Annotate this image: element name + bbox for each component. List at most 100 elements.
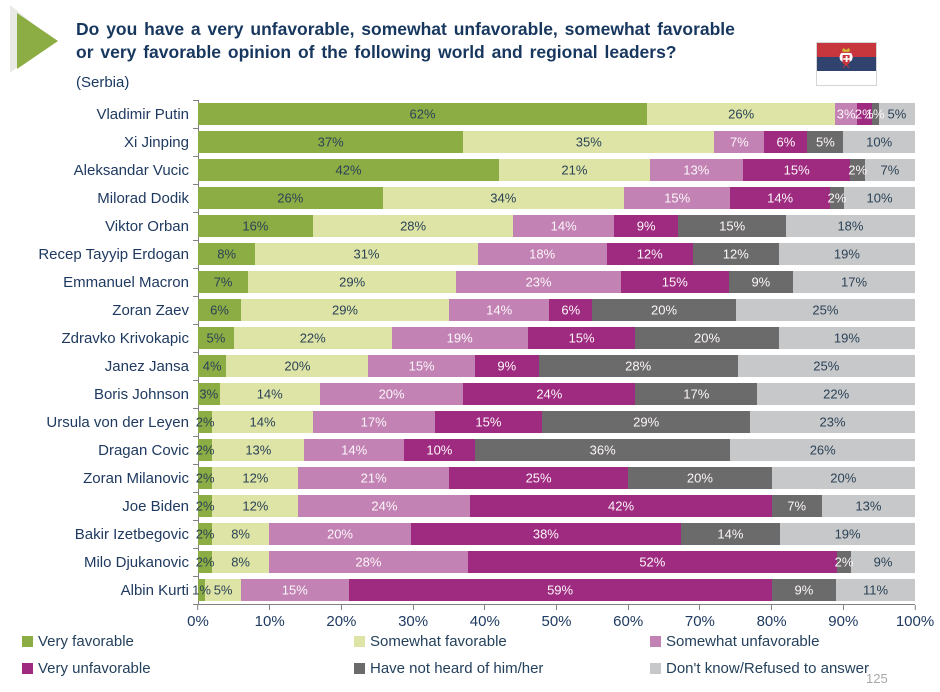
x-axis-tick-label: 60% xyxy=(613,613,644,630)
bar-value-label: 8% xyxy=(231,526,250,542)
bar-segment: 14% xyxy=(212,411,313,433)
bar-segment: 23% xyxy=(456,271,622,293)
x-axis-tick-mark xyxy=(197,605,199,610)
stacked-bar: 6% 29% 14% 6% 20% 25% xyxy=(198,299,915,321)
legend-swatch-icon xyxy=(650,636,661,647)
y-axis-tick xyxy=(193,604,198,605)
x-axis-tick-mark xyxy=(914,605,916,610)
bar-segment: 24% xyxy=(463,383,636,405)
stacked-bar: 2% 12% 24% 42% 7% 13% xyxy=(196,495,915,517)
bar-value-label: 38% xyxy=(532,526,559,542)
category-label: Milo Djukanovic xyxy=(83,553,189,571)
bar-value-label: 22% xyxy=(823,386,850,402)
x-axis-tick-label: 70% xyxy=(684,613,715,630)
bar-segment: 2% xyxy=(828,187,846,209)
legend-label: Don't know/Refused to answer xyxy=(666,660,869,677)
bar-value-label: 18% xyxy=(529,246,556,262)
bar-value-label: 25% xyxy=(813,358,840,374)
bar-value-label: 20% xyxy=(694,330,721,346)
chart-row: Zoran Milanovic 2% 12% 21% 25% 20% 20% xyxy=(0,464,916,492)
bar-segment: 42% xyxy=(470,495,772,517)
x-axis-tick: 10% xyxy=(255,605,285,630)
bar-segment: 1% xyxy=(866,103,885,125)
bar-segment: 15% xyxy=(621,271,729,293)
subtitle-country: (Serbia) xyxy=(76,74,130,91)
bar-segment: 2% xyxy=(196,495,215,517)
bar-value-label: 15% xyxy=(719,218,746,234)
stacked-bar: 26% 34% 15% 14% 2% 10% xyxy=(198,187,915,209)
bar-value-label: 24% xyxy=(371,498,398,514)
bar-segment: 19% xyxy=(778,243,916,265)
legend-item: Have not heard of him/her xyxy=(354,660,650,677)
bar-segment: 20% xyxy=(771,467,916,489)
bar-segment: 10% xyxy=(403,439,475,461)
bar-segment: 17% xyxy=(793,271,915,293)
x-axis-tick: 90% xyxy=(828,605,858,630)
bar-value-label: 20% xyxy=(378,386,405,402)
bar-segment: 2% xyxy=(848,159,867,181)
bar-value-label: 6% xyxy=(561,302,581,318)
chart-row: Zoran Zaev 6% 29% 14% 6% 20% 25% xyxy=(0,296,915,324)
bar-value-label: 5% xyxy=(206,330,226,346)
bar-segment: 1% xyxy=(192,579,211,601)
x-axis: 0% 10% 20% 30% 40% 50% 60% 70% 80% 90% 100% xyxy=(187,604,934,639)
bar-value-label: 20% xyxy=(651,302,678,318)
y-axis-tick xyxy=(193,520,198,521)
x-axis-tick-label: 0% xyxy=(187,613,209,630)
bar-segment: 3% xyxy=(198,383,220,405)
chart-row: Milorad Dodik 26% 34% 15% 14% 2% 10% xyxy=(0,184,915,212)
bar-segment: 20% xyxy=(226,355,369,377)
bar-segment: 19% xyxy=(780,523,916,545)
bar-segment: 21% xyxy=(499,159,650,181)
stacked-bar: 2% 13% 14% 10% 36% 26% xyxy=(195,439,915,461)
bar-segment: 7% xyxy=(714,131,765,153)
bar-segment: 29% xyxy=(248,271,457,293)
bar-value-label: 29% xyxy=(633,414,660,430)
legend-label: Very favorable xyxy=(38,633,134,650)
legend-item: Somewhat unfavorable xyxy=(650,633,869,650)
bar-segment: 7% xyxy=(771,495,822,517)
bar-value-label: 28% xyxy=(625,358,652,374)
x-axis-tick: 70% xyxy=(685,605,715,630)
bar-segment: 37% xyxy=(198,131,464,153)
bar-value-label: 3% xyxy=(199,386,219,402)
bar-segment: 26% xyxy=(647,103,836,125)
chart-row: Aleksandar Vucic 42% 21% 13% 15% 2% 7% xyxy=(0,156,915,184)
stacked-bar: 2% 8% 20% 38% 14% 19% xyxy=(196,523,916,545)
bar-value-label: 2% xyxy=(854,106,874,122)
category-label: Dragan Covic xyxy=(98,441,189,459)
bar-segment: 19% xyxy=(391,327,528,349)
x-axis-tick-label: 50% xyxy=(541,613,572,630)
legend-item: Very favorable xyxy=(22,633,354,650)
bar-value-label: 23% xyxy=(819,414,846,430)
bar-value-label: 12% xyxy=(722,246,749,262)
bar-value-label: 26% xyxy=(728,106,755,122)
bar-segment: 6% xyxy=(198,299,242,321)
bar-value-label: 59% xyxy=(547,582,574,598)
bar-segment: 8% xyxy=(198,243,256,265)
x-axis-tick-mark xyxy=(842,605,844,610)
x-axis-tick-label: 100% xyxy=(895,613,935,630)
y-axis-tick xyxy=(193,324,198,325)
category-label: Zoran Milanovic xyxy=(83,469,189,487)
bar-segment: 3% xyxy=(835,103,858,125)
bar-segment: 5% xyxy=(807,131,844,153)
x-axis-tick: 60% xyxy=(613,605,643,630)
bar-segment: 42% xyxy=(198,159,500,181)
chart-row: Albin Kurti 1% 5% 15% 59% 9% 11% xyxy=(0,576,915,604)
category-label: Joe Biden xyxy=(122,497,189,515)
category-label: Albin Kurti xyxy=(120,581,189,599)
bar-value-label: 13% xyxy=(683,162,710,178)
bar-value-label: 21% xyxy=(360,470,387,486)
bar-segment: 36% xyxy=(474,439,731,461)
bar-segment: 15% xyxy=(678,215,786,237)
bar-value-label: 2% xyxy=(195,442,215,458)
bar-value-label: 35% xyxy=(575,134,602,150)
bar-value-label: 14% xyxy=(256,386,283,402)
bar-segment: 12% xyxy=(212,467,299,489)
bar-value-label: 37% xyxy=(317,134,344,150)
bar-segment: 59% xyxy=(348,579,772,601)
legend-item: Somewhat favorable xyxy=(354,633,650,650)
x-axis-tick: 20% xyxy=(326,605,356,630)
